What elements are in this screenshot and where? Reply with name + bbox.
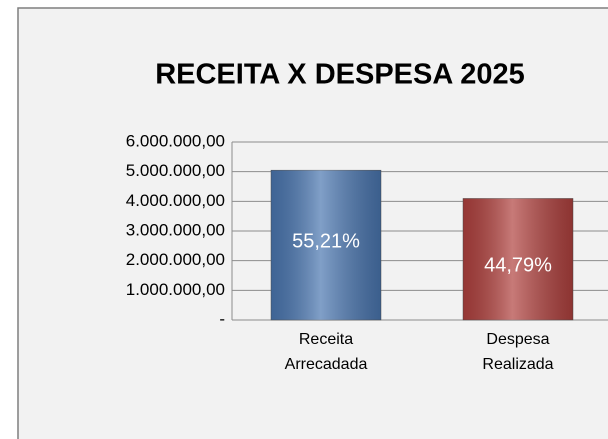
chart-title: RECEITA X DESPESA 2025 <box>155 59 525 91</box>
y-tick-label: 1.000.000,00 <box>126 280 225 299</box>
bar-shine <box>271 170 381 320</box>
bar-label: 44,79% <box>484 255 552 277</box>
y-tick-label: 4.000.000,00 <box>126 191 225 210</box>
y-tick-label: 3.000.000,00 <box>126 220 225 239</box>
y-tick-label: 6.000.000,00 <box>126 131 225 150</box>
y-tick-label: 5.000.000,00 <box>126 161 225 180</box>
x-tick-label: Receita Arrecadada <box>284 331 368 373</box>
x-tick-label: Despesa Realizada <box>482 331 554 373</box>
bar-label: 55,21% <box>292 230 360 252</box>
y-tick-label: - <box>219 309 225 328</box>
y-tick-label: 2.000.000,00 <box>126 250 225 269</box>
bar-shine <box>463 198 573 320</box>
